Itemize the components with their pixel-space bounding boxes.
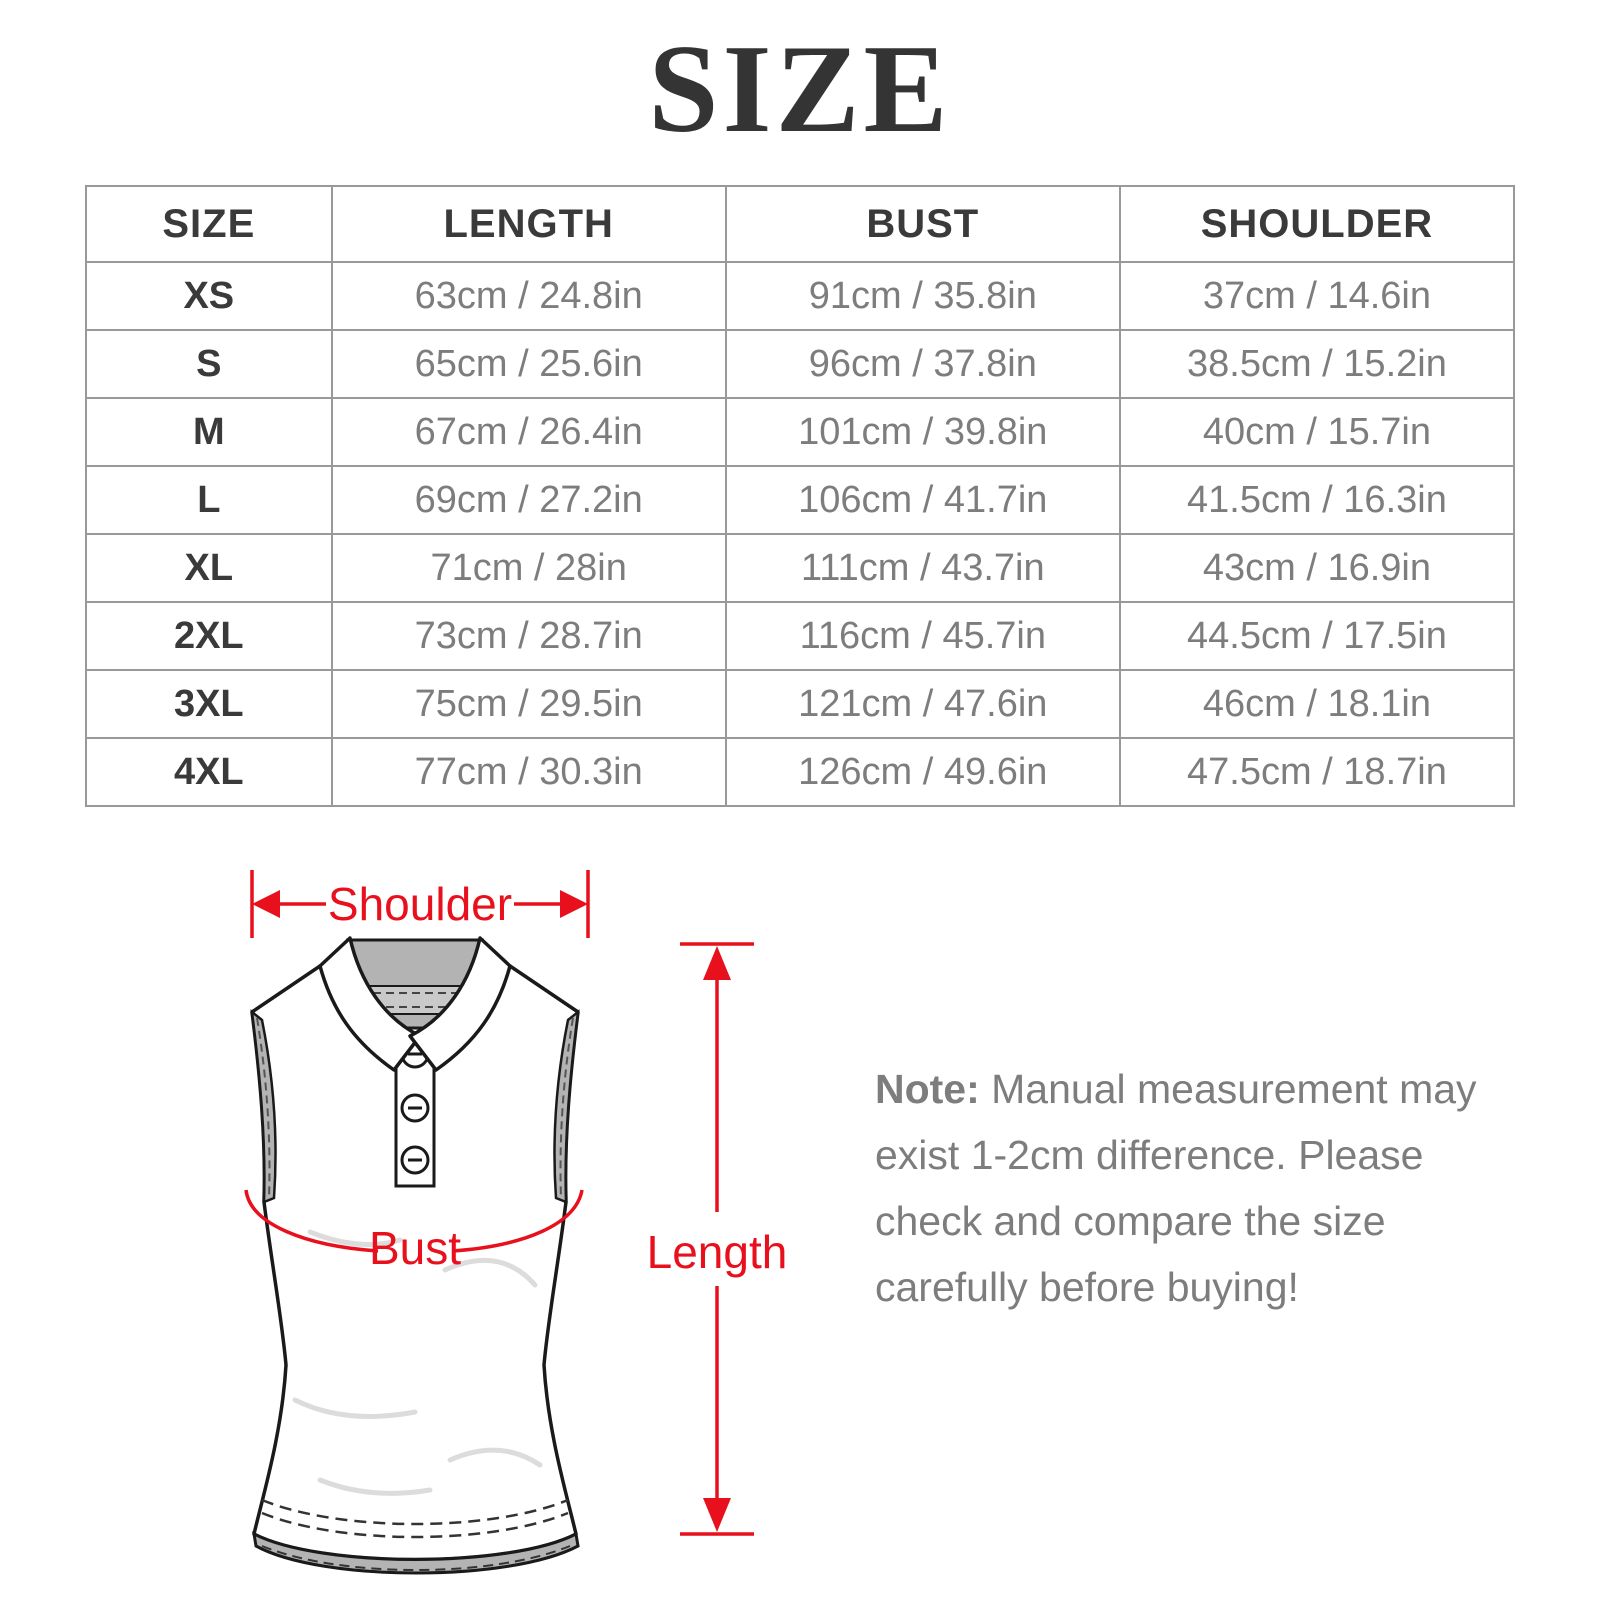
length-cell: 75cm / 29.5in [330,669,727,739]
shoulder-label: Shoulder [328,878,512,930]
table-header-row: SIZE LENGTH BUST SHOULDER [85,185,1516,263]
table-row: XS 63cm / 24.8in 91cm / 35.8in 37cm / 14… [85,261,1516,331]
shoulder-cell: 40cm / 15.7in [1118,397,1516,467]
page-title: SIZE [648,20,952,159]
armhole-stitch-right [559,1017,574,1199]
note-label: Note: [875,1066,980,1112]
size-cell: 3XL [85,669,333,739]
hem-band-stitch [261,1545,571,1571]
bust-cell: 91cm / 35.8in [724,261,1121,331]
collar-flap-left [318,936,422,1072]
size-cell: M [85,397,333,467]
shoulder-cell: 47.5cm / 18.7in [1118,737,1516,807]
shirt-illustration [250,936,580,1575]
buttons [400,1039,430,1175]
table-row: S 65cm / 25.6in 96cm / 37.8in 38.5cm / 1… [85,329,1516,399]
collar-flap-right [408,936,512,1072]
shoulder-arrow [250,870,590,938]
length-cell: 77cm / 30.3in [330,737,727,807]
armhole-stitch-left [256,1017,271,1199]
shoulder-cell: 46cm / 18.1in [1118,669,1516,739]
size-cell: XS [85,261,333,331]
length-cell: 71cm / 28in [330,533,727,603]
bust-cell: 121cm / 47.6in [724,669,1121,739]
bust-cell: 116cm / 45.7in [724,601,1121,671]
bust-cell: 96cm / 37.8in [724,329,1121,399]
length-label: Length [647,1226,788,1278]
header-shoulder: SHOULDER [1118,185,1516,263]
length-cell: 69cm / 27.2in [330,465,727,535]
length-cell: 73cm / 28.7in [330,601,727,671]
shoulder-cell: 41.5cm / 16.3in [1118,465,1516,535]
table-row: 2XL 73cm / 28.7in 116cm / 45.7in 44.5cm … [85,601,1516,671]
bust-cell: 126cm / 49.6in [724,737,1121,807]
size-cell: L [85,465,333,535]
length-arrow [680,942,754,1536]
wrinkle-lines [292,1229,543,1496]
header-length: LENGTH [330,185,727,263]
length-cell: 63cm / 24.8in [330,261,727,331]
size-cell: S [85,329,333,399]
table-row: L 69cm / 27.2in 106cm / 41.7in 41.5cm / … [85,465,1516,535]
shoulder-cell: 43cm / 16.9in [1118,533,1516,603]
bust-label: Bust [369,1222,461,1274]
note-body: Manual measurement may exist 1-2cm diffe… [875,1066,1477,1310]
bust-cell: 106cm / 41.7in [724,465,1121,535]
bust-cell: 111cm / 43.7in [724,533,1121,603]
hem-stitching [261,1498,569,1539]
shoulder-cell: 44.5cm / 17.5in [1118,601,1516,671]
size-cell: 4XL [85,737,333,807]
shoulder-cell: 38.5cm / 15.2in [1118,329,1516,399]
note-text: Note: Manual measurement may exist 1-2cm… [875,1056,1485,1320]
length-cell: 67cm / 26.4in [330,397,727,467]
table-row: 4XL 77cm / 30.3in 126cm / 49.6in 47.5cm … [85,737,1516,807]
size-table: SIZE LENGTH BUST SHOULDER XS 63cm / 24.8… [85,185,1516,807]
shoulder-cell: 37cm / 14.6in [1118,261,1516,331]
table-row: M 67cm / 26.4in 101cm / 39.8in 40cm / 15… [85,397,1516,467]
size-cell: 2XL [85,601,333,671]
bust-cell: 101cm / 39.8in [724,397,1121,467]
table-row: 3XL 75cm / 29.5in 121cm / 47.6in 46cm / … [85,669,1516,739]
header-bust: BUST [724,185,1121,263]
table-row: XL 71cm / 28in 111cm / 43.7in 43cm / 16.… [85,533,1516,603]
measurement-diagram: Shoulder Bust Length [244,870,788,1575]
length-cell: 65cm / 25.6in [330,329,727,399]
header-size: SIZE [85,185,333,263]
bust-arc [244,1189,584,1253]
hem-band [252,1531,580,1575]
size-cell: XL [85,533,333,603]
